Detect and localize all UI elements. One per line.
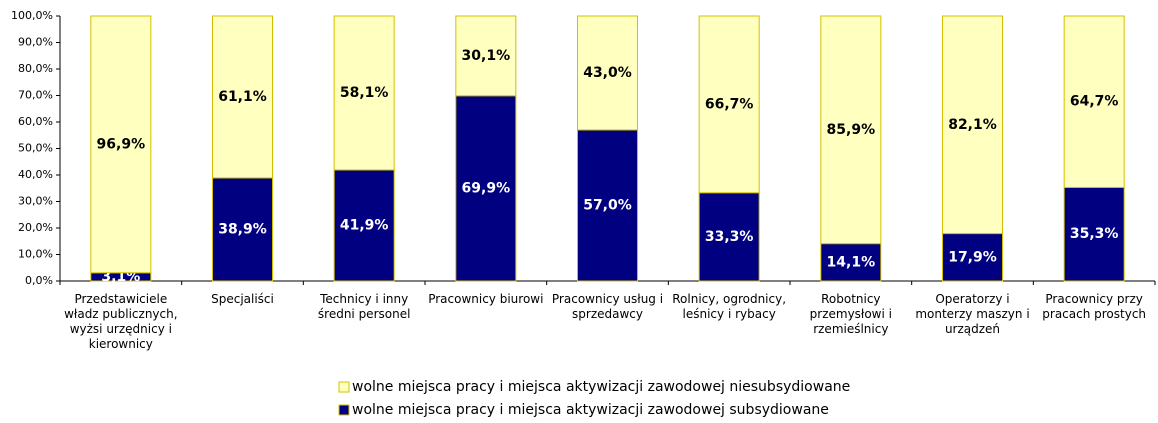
bar-segment xyxy=(90,15,152,274)
bar-segment xyxy=(698,15,760,194)
bar-segment xyxy=(333,15,395,171)
x-tick-label: Pracownicy biurowi xyxy=(428,292,544,306)
x-tick-label: Rolnicy, ogrodnicy, leśnicy i rybacy xyxy=(672,292,787,321)
x-tick-label: Technicy i inny średni personel xyxy=(317,292,411,321)
data-label: 82,1% xyxy=(948,117,997,133)
bar-segment xyxy=(698,192,760,282)
y-tick-label: 70,0% xyxy=(18,89,53,102)
data-label: 96,9% xyxy=(97,136,146,152)
x-tick-label: Pracownicy usług i sprzedawcy xyxy=(551,292,664,321)
data-label: 14,1% xyxy=(827,254,876,270)
data-label: 33,3% xyxy=(705,229,754,245)
bar-segment xyxy=(212,15,273,179)
x-tick-label: Operatorzy i monterzy maszyn i urządzeń xyxy=(915,292,1030,336)
data-label: 66,7% xyxy=(705,96,754,112)
x-tick-label: Robotnicy przemysłowi i rzemieślnicy xyxy=(809,292,892,336)
data-label: 30,1% xyxy=(462,48,511,64)
bar-segment xyxy=(455,95,517,282)
x-tick-label: Specjaliści xyxy=(211,292,274,306)
y-tick-label: 50,0% xyxy=(18,142,53,155)
bar-segment xyxy=(212,177,273,282)
x-tick-label: Pracownicy przy pracach prostych xyxy=(1042,292,1147,321)
data-label: 64,7% xyxy=(1070,94,1119,110)
bar-segment xyxy=(1063,15,1125,188)
y-tick-label: 0,0% xyxy=(25,274,53,287)
bar-segment xyxy=(577,15,638,131)
data-label: 41,9% xyxy=(340,217,389,233)
bar-segment xyxy=(455,15,517,97)
data-label: 61,1% xyxy=(218,89,267,105)
bar-segment xyxy=(942,15,1003,235)
bar-segment xyxy=(333,169,395,282)
data-label: 17,9% xyxy=(948,249,997,265)
y-tick-label: 80,0% xyxy=(18,62,53,75)
data-label: 35,3% xyxy=(1070,226,1119,242)
y-tick-label: 10,0% xyxy=(18,248,53,261)
data-label: 58,1% xyxy=(340,85,389,101)
data-label: 85,9% xyxy=(827,122,876,138)
bar-segment xyxy=(820,243,882,282)
legend-label: wolne miejsca pracy i miejsca aktywizacj… xyxy=(352,379,850,395)
legend-swatch xyxy=(338,404,350,416)
y-tick-label: 30,0% xyxy=(18,195,53,208)
bar-segment xyxy=(577,129,638,282)
legend-swatch xyxy=(338,381,350,393)
y-tick-label: 100,0% xyxy=(11,9,53,22)
y-tick-label: 20,0% xyxy=(18,221,53,234)
data-label: 69,9% xyxy=(462,180,511,196)
bar-segment xyxy=(820,15,882,245)
bar-segment xyxy=(1063,186,1125,282)
y-tick-label: 60,0% xyxy=(18,115,53,128)
x-tick-label: Przedstawiciele władz publicznych, wyżsi… xyxy=(64,292,178,351)
y-tick-label: 40,0% xyxy=(18,168,53,181)
bar-segment xyxy=(942,233,1003,282)
data-label: 57,0% xyxy=(583,197,632,213)
y-tick-label: 90,0% xyxy=(18,36,53,49)
data-label: 43,0% xyxy=(583,65,632,81)
data-label: 38,9% xyxy=(218,221,267,237)
legend-label: wolne miejsca pracy i miejsca aktywizacj… xyxy=(352,402,829,418)
